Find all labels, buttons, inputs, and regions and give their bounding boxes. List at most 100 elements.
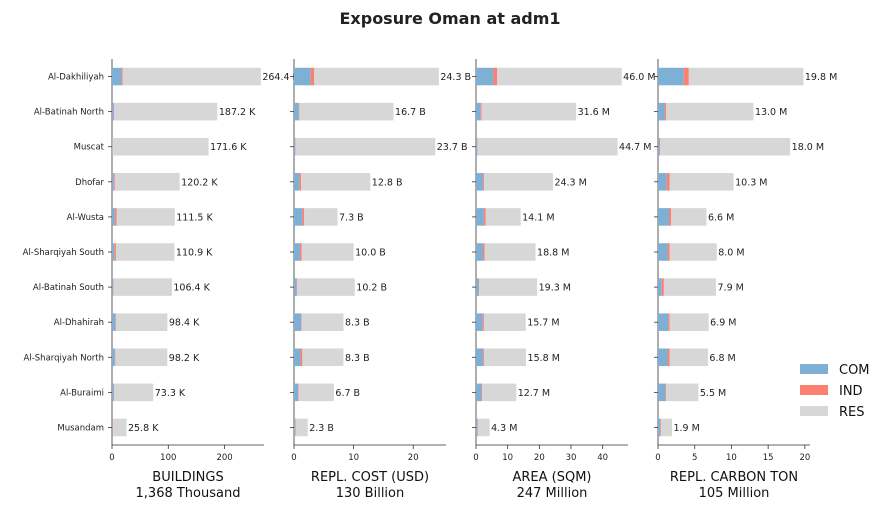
bar-com [112, 243, 115, 261]
data-label: 5.5 M [700, 388, 726, 399]
data-label: 15.8 M [528, 353, 560, 364]
bar-res [301, 173, 371, 191]
data-label: 111.5 K [176, 212, 213, 223]
bar-res [301, 243, 354, 261]
data-label: 7.9 M [718, 283, 744, 294]
legend-swatch-ind [800, 385, 828, 395]
bar-com [294, 348, 301, 367]
legend-swatch-res [800, 406, 828, 416]
x-tick-label: 15 [763, 453, 774, 463]
bar-com [658, 67, 684, 86]
bar-com [294, 243, 300, 261]
bar-ind [668, 313, 670, 331]
bar-res [483, 173, 553, 191]
bar-res [482, 383, 517, 402]
bar-com [658, 348, 668, 367]
data-label: 13.0 M [755, 107, 787, 118]
bar-res [669, 243, 717, 261]
bar-res [481, 102, 577, 121]
data-label: 8.3 B [345, 318, 370, 329]
data-label: 171.6 K [210, 142, 247, 153]
x-tick-label: 0 [473, 453, 478, 463]
data-label: 10.2 B [356, 283, 387, 294]
bar-com [294, 418, 295, 437]
x-axis-subtitle: 130 Billion [336, 486, 405, 501]
x-axis-label: REPL. COST (USD) [311, 470, 429, 485]
bar-res [302, 348, 344, 367]
x-tick-label: 10 [726, 453, 737, 463]
bar-res [477, 137, 618, 156]
bar-ind [298, 102, 300, 121]
bar-com [658, 383, 666, 402]
bar-com [476, 383, 482, 402]
bar-ind [113, 278, 114, 296]
bar-res [295, 418, 308, 437]
bar-ind [114, 208, 117, 226]
bar-ind [478, 278, 480, 296]
bar-com [112, 67, 122, 86]
bar-ind [300, 348, 303, 367]
data-label: 187.2 K [219, 107, 256, 118]
bar-com [476, 418, 478, 437]
legend-label-res: RES [839, 405, 865, 420]
bar-com [658, 137, 660, 156]
bar-ind [302, 208, 305, 226]
bar-ind [483, 208, 486, 226]
bar-ind [660, 418, 661, 437]
x-tick-label: 5 [692, 453, 697, 463]
bar-ind [299, 173, 302, 191]
bar-ind [112, 418, 114, 437]
bar-res [314, 67, 439, 86]
data-label: 2.3 B [309, 423, 334, 434]
bar-com [476, 243, 483, 261]
y-tick-label: Al-Sharqiyah South [23, 248, 104, 258]
x-axis-subtitle: 105 Million [699, 486, 770, 501]
bar-ind [482, 243, 485, 261]
x-tick-label: 20 [799, 453, 810, 463]
bar-res [115, 243, 175, 261]
bar-res [484, 243, 536, 261]
y-tick-label: Al-Dhahirah [54, 318, 104, 328]
data-label: 46.0 M [623, 72, 655, 83]
x-axis-label: BUILDINGS [152, 470, 223, 485]
bar-ind [666, 173, 670, 191]
bar-res [114, 102, 218, 121]
bar-com [658, 278, 662, 296]
data-label: 44.7 M [619, 142, 651, 153]
data-label: 18.8 M [537, 248, 569, 259]
bar-res [485, 208, 521, 226]
bar-ind [301, 313, 302, 331]
bar-res [115, 348, 168, 367]
bar-com [294, 208, 303, 226]
data-label: 24.3 M [554, 177, 586, 188]
bar-ind [299, 243, 302, 261]
data-label: 73.3 K [155, 388, 186, 399]
data-label: 6.7 B [335, 388, 360, 399]
bar-res [666, 102, 754, 121]
x-tick-label: 200 [216, 453, 232, 463]
data-label: 1.9 M [673, 423, 699, 434]
y-tick-label: Al-Batinah South [33, 283, 104, 293]
bar-res [113, 278, 172, 296]
x-tick-label: 30 [566, 453, 577, 463]
bar-com [294, 102, 299, 121]
bar-ind [477, 418, 478, 437]
legend-swatch-com [800, 364, 828, 374]
bar-com [658, 418, 661, 437]
bar-com [294, 383, 299, 402]
bar-res [295, 137, 436, 156]
bar-com [112, 102, 114, 121]
data-label: 12.8 B [372, 177, 403, 188]
bar-ind [659, 137, 661, 156]
bar-ind [298, 383, 299, 402]
bar-com [658, 243, 668, 261]
data-label: 24.3 B [440, 72, 471, 83]
bar-res [115, 313, 168, 331]
bar-com [476, 208, 484, 226]
bar-res [669, 173, 734, 191]
data-label: 23.7 B [437, 142, 468, 153]
data-label: 4.3 M [491, 423, 517, 434]
bar-com [476, 313, 483, 331]
data-label: 10.3 M [735, 177, 767, 188]
